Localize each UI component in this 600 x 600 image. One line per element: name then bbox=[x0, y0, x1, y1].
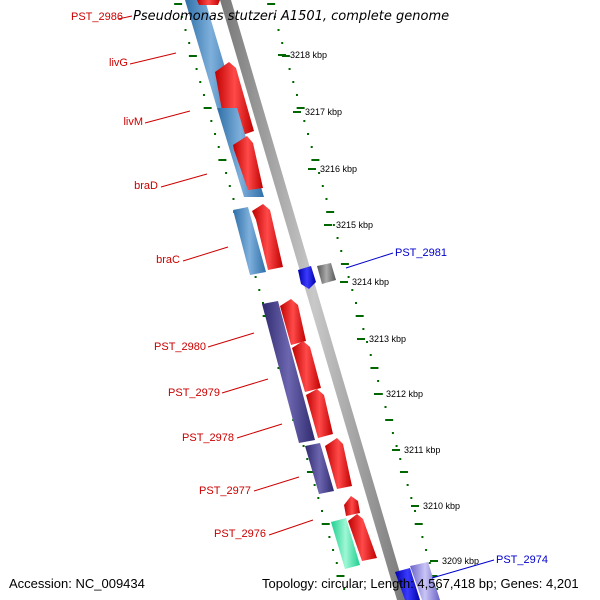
gene-label: PST_2974 bbox=[496, 554, 548, 566]
ruler-label: 3212 kbp bbox=[386, 389, 423, 399]
gene-label: PST_2981 bbox=[395, 247, 447, 259]
gene-label: PST_2978 bbox=[182, 432, 234, 444]
gene-features bbox=[185, 0, 440, 600]
gene-block-PST_2981 bbox=[298, 263, 336, 289]
gene-label: PST_2977 bbox=[199, 485, 251, 497]
gene-block-PST_2976 bbox=[331, 496, 377, 569]
ruler-label: 3210 kbp bbox=[423, 501, 460, 511]
gene-leader-line bbox=[182, 246, 229, 262]
accession-text: Accession: NC_009434 bbox=[9, 576, 145, 591]
gene-leader-line bbox=[144, 110, 191, 124]
gene-block-operon bbox=[262, 299, 352, 494]
gene-leader-line bbox=[345, 252, 394, 269]
ruler-label: 3213 kbp bbox=[369, 334, 406, 344]
genome-backbone bbox=[220, 0, 408, 600]
gene-leader-line bbox=[268, 519, 314, 536]
inner-tick-rail bbox=[174, 3, 346, 590]
ruler-label: 3215 kbp bbox=[336, 220, 373, 230]
gene-leader-line bbox=[129, 52, 177, 65]
gene-label: braD bbox=[134, 180, 158, 192]
ruler-label: 3216 kbp bbox=[320, 164, 357, 174]
ruler-label: 3211 kbp bbox=[404, 445, 440, 455]
title-gene-label: PST_2986 bbox=[71, 11, 123, 23]
gene-label: PST_2980 bbox=[154, 341, 206, 353]
gene-labels: livG livM braD braC PST_2980 PST_2979 PST_2978… bbox=[109, 52, 548, 579]
gene-block-PST_2974 bbox=[395, 562, 440, 600]
ruler-labels: 3218 kbp 3217 kbp 3216 kbp 3215 kbp 3214 kbp… bbox=[278, 50, 479, 566]
gene-label: PST_2979 bbox=[168, 387, 220, 399]
gene-label: PST_2976 bbox=[214, 528, 266, 540]
title-leader-line bbox=[118, 15, 133, 20]
gene-block-livM bbox=[217, 108, 264, 197]
gene-label: livM bbox=[123, 116, 143, 128]
gene-label: braC bbox=[156, 254, 180, 266]
gene-leader-line bbox=[236, 423, 283, 439]
gene-leader-line bbox=[160, 173, 208, 188]
genome-title: Pseudomonas stutzeri A1501, complete gen… bbox=[133, 9, 450, 24]
gene-leader-line bbox=[253, 476, 300, 492]
ruler-label: 3209 kbp bbox=[442, 556, 479, 566]
gene-leader-line bbox=[221, 378, 269, 394]
gene-leader-line bbox=[431, 559, 495, 579]
ruler-label: 3217 kbp bbox=[305, 107, 342, 117]
gene-leader-line bbox=[207, 332, 255, 348]
ruler-label: 3218 kbp bbox=[290, 50, 327, 60]
gene-label: livG bbox=[109, 57, 128, 69]
ruler-label: 3214 kbp bbox=[352, 277, 389, 287]
gene-block-braC bbox=[233, 204, 283, 275]
topology-text: Topology: circular; Length: 4,567,418 bp… bbox=[262, 576, 579, 591]
